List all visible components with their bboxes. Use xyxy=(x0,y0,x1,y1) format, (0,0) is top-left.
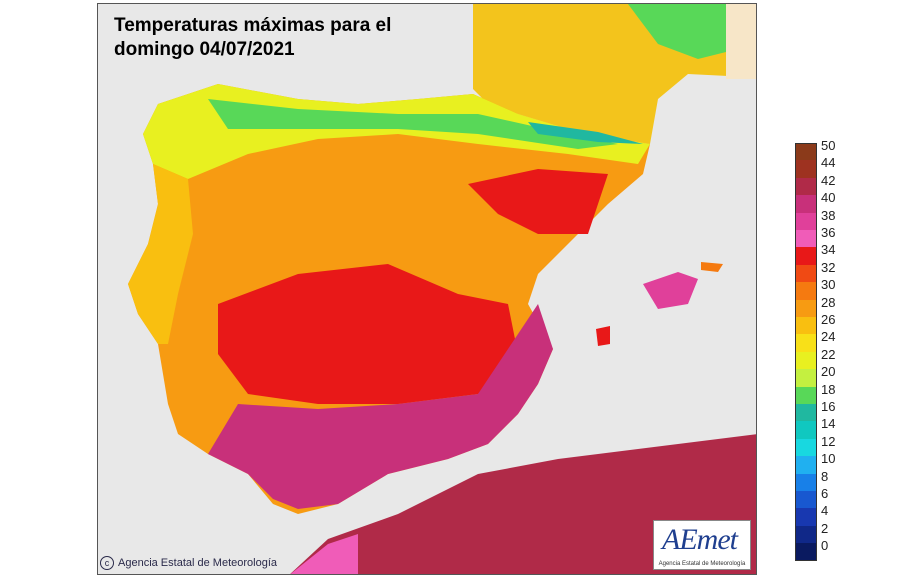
legend-label: 18 xyxy=(821,381,836,397)
copyright-notice: c Agencia Estatal de Meteorología xyxy=(100,556,277,570)
legend-label: 8 xyxy=(821,468,829,484)
legend-label: 36 xyxy=(821,225,836,240)
legend-swatch xyxy=(795,386,817,404)
legend-swatch xyxy=(795,369,817,387)
interior-red xyxy=(218,264,518,404)
legend-label: 30 xyxy=(821,277,836,293)
legend-swatch xyxy=(795,299,817,317)
cantabrian-green xyxy=(208,99,618,149)
legend-swatch xyxy=(795,264,817,283)
legend-label: 14 xyxy=(821,416,836,432)
legend-label: 40 xyxy=(821,190,836,206)
legend-label: 12 xyxy=(821,433,836,449)
legend-label: 32 xyxy=(821,259,836,275)
legend-swatch xyxy=(795,282,817,300)
legend-swatch xyxy=(795,421,817,439)
legend-label: 2 xyxy=(821,520,829,536)
legend-swatch xyxy=(795,247,817,265)
legend-swatch xyxy=(795,195,817,213)
legend-label: 24 xyxy=(821,329,836,345)
copyright-text: Agencia Estatal de Meteorología xyxy=(118,557,277,569)
legend-label: 4 xyxy=(821,503,829,519)
pyrenees-teal xyxy=(528,122,643,144)
menorca xyxy=(701,262,723,272)
legend-swatch xyxy=(795,491,817,509)
italy-region xyxy=(726,4,756,79)
legend-label: 26 xyxy=(821,312,836,327)
legend-swatch xyxy=(795,334,817,352)
legend-label: 44 xyxy=(821,155,836,171)
legend-label: 6 xyxy=(821,486,829,501)
legend-swatch xyxy=(795,177,817,196)
legend-swatch xyxy=(795,351,817,370)
legend-swatch xyxy=(795,160,817,178)
legend-label: 16 xyxy=(821,399,836,414)
legend-swatch xyxy=(795,317,817,335)
legend-swatch xyxy=(795,456,817,474)
legend-label: 34 xyxy=(821,242,836,258)
legend-label: 10 xyxy=(821,451,836,467)
logo-brand: AEmet xyxy=(662,523,738,556)
legend-label: 38 xyxy=(821,207,836,223)
logo-subtitle: Agencia Estatal de Meteorología xyxy=(658,561,746,567)
legend-swatch xyxy=(795,438,817,457)
legend-label: 42 xyxy=(821,172,836,188)
temperature-map[interactable]: Temperaturas máximas para el domingo 04/… xyxy=(97,3,757,575)
legend-swatch xyxy=(795,143,817,161)
legend-swatch xyxy=(795,230,817,248)
north-africa xyxy=(290,434,756,574)
map-title: Temperaturas máximas para el domingo 04/… xyxy=(114,15,392,60)
legend-label: 50 xyxy=(821,138,836,153)
map-canvas xyxy=(98,4,756,574)
aemet-logo: AEmet Agencia Estatal de Meteorología xyxy=(653,520,751,570)
portugal-coast-yellow xyxy=(128,164,193,344)
legend-swatch xyxy=(795,543,817,561)
legend-swatch xyxy=(795,212,817,230)
legend-swatch xyxy=(795,508,817,526)
legend-label: 20 xyxy=(821,364,836,380)
legend-label: 28 xyxy=(821,294,836,310)
ebro-red xyxy=(468,169,608,234)
south-magenta xyxy=(208,304,553,509)
north-africa-coast-hot xyxy=(290,534,358,574)
legend-label: 0 xyxy=(821,538,829,554)
legend-swatch xyxy=(795,525,817,544)
copyright-icon: c xyxy=(100,556,114,570)
mallorca xyxy=(643,272,698,309)
legend-swatch xyxy=(795,473,817,491)
france-alps-band xyxy=(628,4,756,59)
ibiza xyxy=(596,326,610,346)
temperature-legend: 50 44 42 40 38 36 34 32 30 28 26 24 22 20 18 16 14 12 10 8 6… xyxy=(795,139,855,561)
legend-label: 22 xyxy=(821,346,836,362)
legend-swatch xyxy=(795,404,817,422)
